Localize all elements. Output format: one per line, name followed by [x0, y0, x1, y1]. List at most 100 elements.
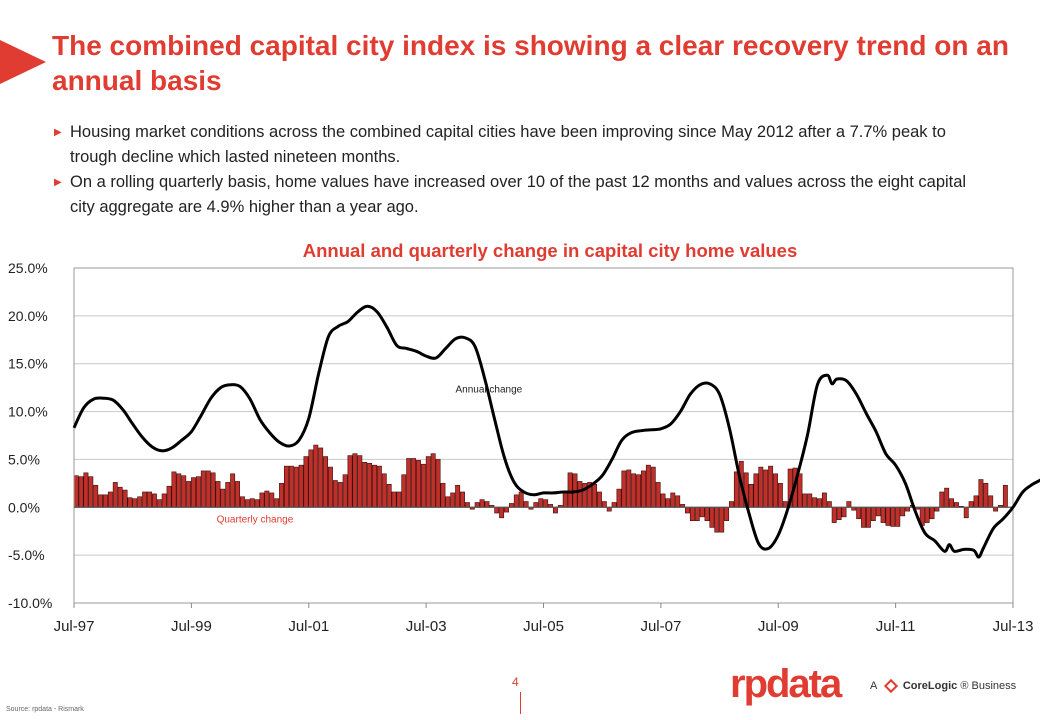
quarterly-bar: [621, 470, 627, 508]
chart: 25.0%20.0%15.0%10.0%5.0%0.0%-5.0%-10.0%J…: [8, 260, 1040, 635]
chart-title: Annual and quarterly change in capital c…: [302, 240, 798, 261]
quarterly-bar: [195, 476, 201, 508]
quarterly-bar: [122, 489, 128, 508]
quarterly-bar: [577, 481, 583, 508]
quarterly-bar: [283, 465, 289, 508]
y-tick-label: 5.0%: [8, 451, 40, 467]
quarterly-bar: [655, 482, 661, 508]
quarterly-bar: [161, 493, 167, 508]
quarterly-bar: [460, 491, 465, 508]
quarterly-bar: [861, 506, 866, 528]
quarterly-bar: [626, 469, 632, 508]
quarterly-bar: [753, 473, 759, 508]
quarterly-bar: [592, 484, 597, 508]
quarterly-bar: [900, 506, 906, 517]
annual-line: [72, 304, 1040, 559]
quarterly-bar: [929, 506, 935, 520]
y-tick-label: 15.0%: [8, 356, 48, 372]
rpdata-logo: rpdata: [730, 662, 842, 706]
registered-mark: ®: [960, 680, 969, 692]
annual-change-line: [72, 304, 1040, 559]
quarterly-bar: [274, 498, 280, 508]
quarterly-bar: [729, 501, 734, 508]
quarterly-bar: [812, 497, 818, 508]
quarterly-bar: [279, 483, 285, 508]
quarterly-bar: [538, 498, 544, 508]
quarterly-bar: [347, 455, 353, 508]
quarterly-bar: [645, 464, 651, 508]
quarterly-bar: [782, 501, 788, 508]
quarterly-bar: [665, 498, 671, 508]
quarterly-bar: [890, 506, 896, 527]
quarterly-bar: [391, 491, 397, 508]
quarterly-bar: [337, 482, 343, 508]
quarterly-bar: [435, 459, 441, 508]
quarterly-bar: [484, 501, 490, 508]
quarterly-bar: [323, 456, 329, 508]
quarterly-bar: [773, 473, 778, 508]
quarterly-bar: [885, 506, 891, 526]
quarterly-bar: [288, 465, 294, 508]
quarterly-bar: [235, 481, 240, 508]
quarterly-bar: [244, 499, 250, 508]
quarterly-bar: [332, 480, 338, 508]
arrow-decoration: [0, 40, 46, 84]
quarterly-bar: [293, 466, 299, 508]
quarterly-bar: [176, 473, 182, 508]
quarterly-bar: [386, 484, 392, 508]
quarterly-bar: [474, 502, 480, 508]
x-tick-label: Jul-05: [523, 618, 564, 635]
y-tick-label: 0.0%: [8, 499, 40, 515]
quarterly-bar: [641, 470, 646, 508]
quarterly-bar: [372, 464, 377, 508]
quarterly-bar: [93, 484, 99, 508]
page-divider: [520, 692, 521, 714]
quarterly-bar: [670, 492, 676, 508]
quarterly-bar: [73, 475, 79, 508]
quarterly-bar: [479, 499, 485, 508]
quarterly-bar: [963, 506, 969, 519]
quarterly-bar: [205, 470, 211, 508]
quarterly-bar: [944, 487, 950, 508]
quarterly-bar: [724, 506, 730, 521]
quarterly-bar: [406, 458, 412, 508]
quarterly-bar: [259, 492, 265, 508]
quarterly-bar: [601, 501, 607, 508]
quarterly-bar: [978, 479, 984, 508]
quarterly-bar: [166, 485, 172, 508]
quarterly-bar: [352, 453, 358, 508]
quarterly-bar: [420, 463, 426, 508]
quarterly-bar: [342, 474, 348, 508]
quarterly-bar: [939, 491, 945, 508]
quarterly-bar: [865, 506, 871, 528]
quarterly-bar: [650, 466, 656, 508]
tagline-prefix: A: [870, 680, 877, 692]
quarterly-bar: [807, 493, 813, 508]
quarterly-bar: [249, 498, 255, 508]
quarterly-bar: [313, 444, 319, 508]
quarterly-bar: [416, 460, 421, 508]
quarterly-bar: [117, 486, 123, 508]
y-tick-label: -10.0%: [8, 595, 52, 611]
quarterly-bar: [777, 483, 783, 508]
quarterly-bar: [450, 492, 456, 508]
quarterly-bar: [308, 449, 314, 508]
quarterly-bar: [171, 471, 177, 508]
quarterly-bar: [455, 484, 461, 508]
annual-change-label: Annual change: [455, 384, 522, 395]
quarterly-bar: [685, 506, 690, 514]
quarterly-bar: [836, 506, 842, 521]
quarterly-bar: [694, 506, 700, 521]
quarterly-bar: [518, 491, 524, 508]
quarterly-bar: [797, 473, 803, 508]
quarterly-bar: [875, 506, 881, 517]
bullet-text: Housing market conditions across the com…: [70, 123, 946, 166]
quarterly-change-label: Quarterly change: [217, 515, 294, 526]
bullet-list: ▶ Housing market conditions across the c…: [54, 120, 994, 220]
x-tick-label: Jul-99: [171, 618, 212, 635]
x-tick-label: Jul-09: [758, 618, 799, 635]
quarterly-bar: [464, 502, 470, 508]
quarterly-bar: [215, 481, 221, 508]
x-tick-label: Jul-01: [288, 618, 329, 635]
quarterly-bar: [552, 506, 558, 514]
